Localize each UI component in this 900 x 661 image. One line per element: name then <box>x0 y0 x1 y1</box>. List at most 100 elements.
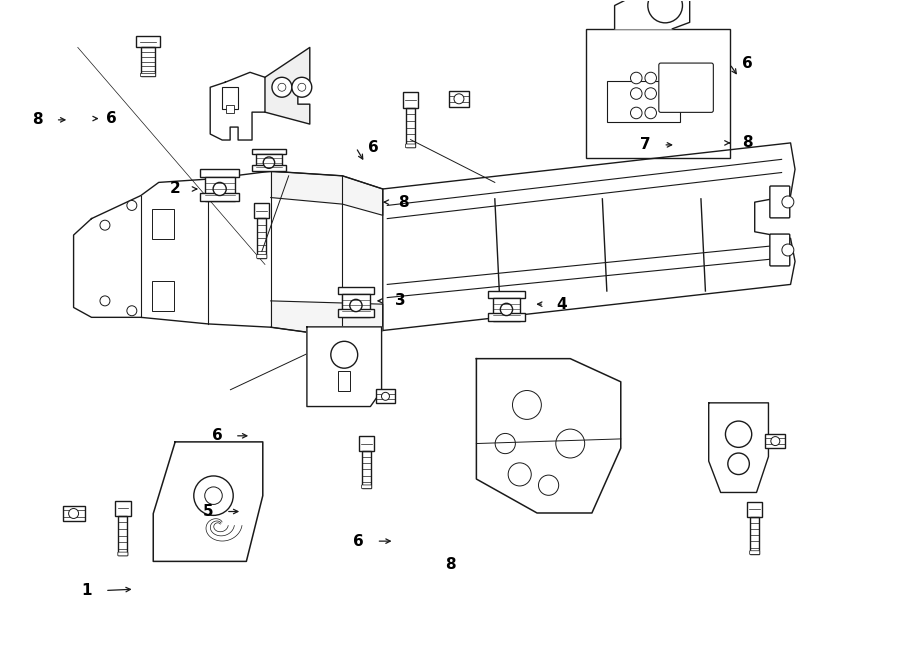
Polygon shape <box>211 72 265 140</box>
Circle shape <box>782 196 794 208</box>
Circle shape <box>331 341 357 368</box>
Bar <box>765 434 786 448</box>
Bar <box>256 154 282 171</box>
Circle shape <box>278 83 286 91</box>
FancyBboxPatch shape <box>770 234 790 266</box>
Circle shape <box>194 476 233 516</box>
Circle shape <box>508 463 531 486</box>
Bar <box>257 218 266 258</box>
Circle shape <box>127 306 137 316</box>
Text: 4: 4 <box>557 297 567 312</box>
Polygon shape <box>476 359 621 513</box>
Text: 8: 8 <box>398 194 409 210</box>
Circle shape <box>382 393 390 401</box>
Bar <box>338 309 374 317</box>
Bar <box>586 29 730 158</box>
FancyBboxPatch shape <box>750 551 760 555</box>
Circle shape <box>495 434 516 453</box>
Circle shape <box>631 72 642 84</box>
Bar <box>492 298 520 321</box>
Text: 6: 6 <box>368 140 379 155</box>
Circle shape <box>728 453 750 475</box>
Bar <box>254 203 269 218</box>
Circle shape <box>645 72 656 84</box>
Text: 1: 1 <box>82 583 93 598</box>
Circle shape <box>770 437 779 446</box>
Text: 8: 8 <box>742 136 753 151</box>
Bar <box>136 36 160 47</box>
Circle shape <box>292 77 311 97</box>
Circle shape <box>204 487 222 504</box>
Text: 7: 7 <box>640 137 651 153</box>
Bar <box>489 313 525 321</box>
Polygon shape <box>382 143 795 330</box>
Circle shape <box>68 508 78 518</box>
Bar <box>152 281 175 311</box>
Circle shape <box>213 182 226 196</box>
Circle shape <box>264 157 274 169</box>
Circle shape <box>100 220 110 230</box>
Circle shape <box>648 0 682 23</box>
FancyBboxPatch shape <box>362 485 372 488</box>
Text: 6: 6 <box>742 56 753 71</box>
Bar <box>141 47 155 76</box>
Bar <box>222 87 239 109</box>
Bar <box>751 517 760 554</box>
Polygon shape <box>265 48 310 124</box>
Bar <box>342 294 370 317</box>
Polygon shape <box>708 403 769 492</box>
Bar <box>152 209 175 239</box>
Bar <box>406 108 415 147</box>
Text: 2: 2 <box>169 182 180 196</box>
Polygon shape <box>307 327 382 407</box>
Circle shape <box>100 296 110 306</box>
Circle shape <box>645 107 656 119</box>
Bar <box>63 506 85 522</box>
Bar <box>338 371 350 391</box>
Text: 3: 3 <box>395 293 406 309</box>
Circle shape <box>645 88 656 99</box>
Bar <box>338 287 374 294</box>
Bar <box>201 193 239 201</box>
FancyBboxPatch shape <box>256 254 266 258</box>
Circle shape <box>454 94 464 104</box>
Bar <box>375 389 395 403</box>
Polygon shape <box>74 171 382 337</box>
Text: 6: 6 <box>353 533 364 549</box>
Polygon shape <box>615 0 689 29</box>
Text: 8: 8 <box>445 557 455 572</box>
Bar <box>608 81 680 122</box>
Bar <box>403 93 418 108</box>
FancyBboxPatch shape <box>770 186 790 218</box>
Circle shape <box>350 299 362 311</box>
Text: 6: 6 <box>212 428 222 444</box>
Bar <box>747 502 762 517</box>
Circle shape <box>631 88 642 99</box>
FancyBboxPatch shape <box>659 63 714 112</box>
FancyBboxPatch shape <box>406 144 416 148</box>
FancyBboxPatch shape <box>140 73 156 77</box>
Bar <box>449 91 469 107</box>
Polygon shape <box>271 301 382 337</box>
Circle shape <box>782 244 794 256</box>
Circle shape <box>272 77 292 97</box>
Bar <box>201 169 239 177</box>
Bar <box>362 451 371 488</box>
Bar <box>118 516 128 555</box>
Bar <box>252 149 286 154</box>
Circle shape <box>127 200 137 210</box>
Circle shape <box>500 303 513 315</box>
Bar <box>252 165 286 171</box>
Circle shape <box>631 107 642 119</box>
Text: 5: 5 <box>202 504 213 519</box>
Bar <box>359 436 374 451</box>
Polygon shape <box>153 442 263 561</box>
Bar <box>115 500 130 516</box>
Bar <box>204 177 235 201</box>
Bar <box>489 291 525 298</box>
Circle shape <box>725 421 752 447</box>
Bar <box>226 105 234 113</box>
Text: 8: 8 <box>32 112 43 128</box>
Circle shape <box>298 83 306 91</box>
Circle shape <box>538 475 559 495</box>
